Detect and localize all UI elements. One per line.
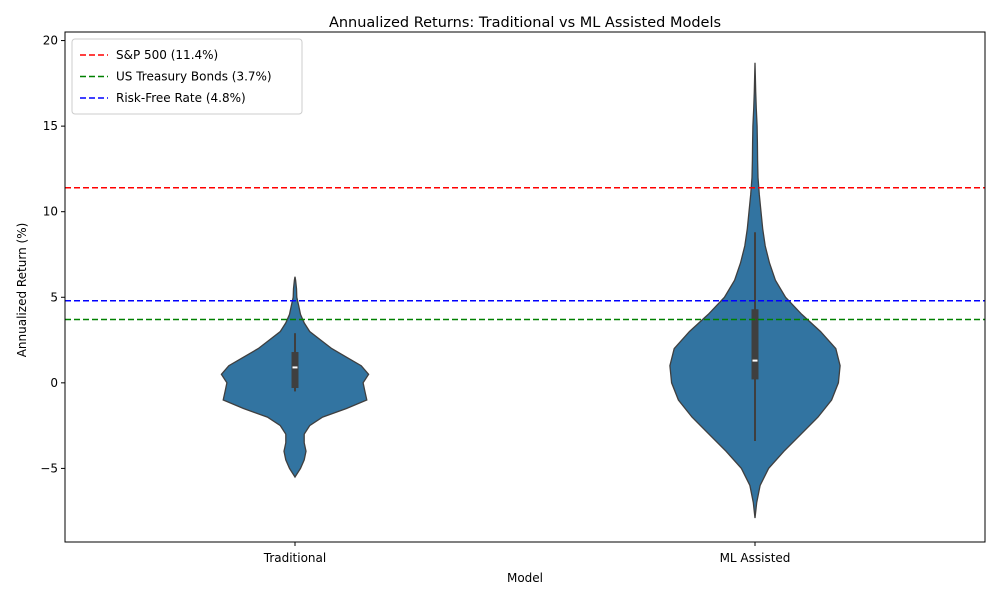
y-axis-label: Annualized Return (%): [15, 223, 29, 358]
legend-label-1: US Treasury Bonds (3.7%): [116, 70, 272, 84]
y-tick-label-2: 5: [50, 290, 58, 304]
legend: S&P 500 (11.4%) US Treasury Bonds (3.7%) R…: [71, 38, 303, 115]
y-tick-label-1: 0: [50, 376, 58, 390]
y-tick-label-3: 10: [43, 205, 58, 219]
y-tick-label-4: 15: [43, 119, 58, 133]
axes-frame: [64, 31, 986, 543]
chart-title: Annualized Returns: Traditional vs ML As…: [329, 15, 721, 31]
x-tick-label-0: Traditional: [263, 551, 326, 565]
legend-label-2: Risk-Free Rate (4.8%): [116, 91, 246, 105]
plot-area: −5 0 5 10 15 20 Traditional ML Assisted: [40, 31, 986, 565]
legend-box: [71, 38, 303, 115]
x-axis-label: Model: [507, 571, 543, 585]
iqr-box-0: [291, 352, 299, 388]
y-tick-label-5: 20: [43, 34, 58, 48]
iqr-box-1: [751, 309, 759, 380]
legend-label-0: S&P 500 (11.4%): [116, 48, 218, 62]
x-tick-label-1: ML Assisted: [720, 551, 791, 565]
y-tick-label-0: −5: [40, 461, 58, 475]
